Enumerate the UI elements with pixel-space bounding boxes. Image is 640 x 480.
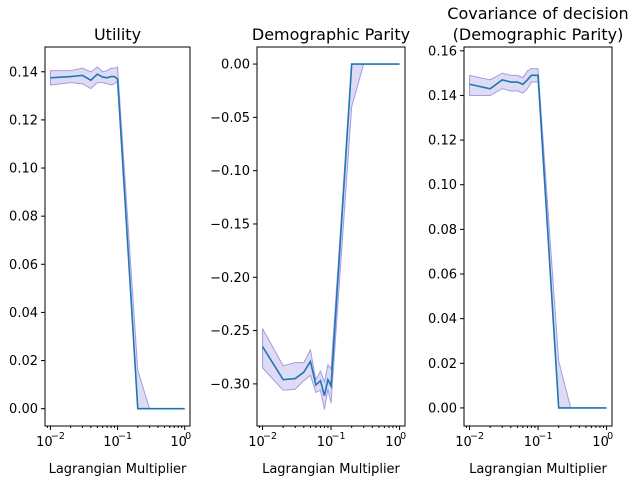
x-tick-exponent: −2 bbox=[263, 431, 277, 442]
y-tick-label: 0.10 bbox=[9, 162, 38, 177]
x-tick-exponent: −1 bbox=[539, 431, 553, 442]
series-line bbox=[261, 63, 400, 396]
y-tick-label: 0.04 bbox=[9, 306, 38, 321]
x-tick-exponent: −2 bbox=[470, 431, 484, 442]
y-tick-label: −0.10 bbox=[210, 164, 250, 179]
chart-title: (Demographic Parity) bbox=[453, 25, 624, 44]
x-tick-exponent: −1 bbox=[332, 431, 346, 442]
x-tick-label: 10 bbox=[455, 435, 472, 450]
x-tick-label: 10 bbox=[385, 435, 402, 450]
x-tick-label: 10 bbox=[317, 435, 334, 450]
y-tick-label: 0.10 bbox=[428, 178, 457, 193]
series-line bbox=[469, 74, 607, 409]
y-tick-label: 0.00 bbox=[9, 402, 38, 417]
x-tick-exponent: 0 bbox=[607, 431, 613, 442]
y-tick-label: 0.08 bbox=[428, 223, 457, 238]
x-tick-exponent: −2 bbox=[51, 431, 65, 442]
confidence-band bbox=[262, 63, 400, 410]
chart-title: Utility bbox=[94, 25, 141, 44]
x-tick-exponent: 0 bbox=[400, 431, 406, 442]
y-tick-label: 0.14 bbox=[428, 89, 457, 104]
demographic-parity-panel: Demographic Parity −0.30 −0.25 −0.20 −0.15 −0… bbox=[210, 25, 410, 477]
y-tick-label: −0.05 bbox=[210, 111, 250, 126]
y-tick-label: 0.06 bbox=[428, 267, 457, 282]
y-tick-label: 0.08 bbox=[9, 210, 38, 225]
x-axis-label: Lagrangian Multiplier bbox=[469, 462, 607, 477]
confidence-band bbox=[469, 68, 607, 409]
y-tick-label: 0.14 bbox=[9, 65, 38, 80]
axes-frame bbox=[44, 46, 191, 427]
x-tick-exponent: −1 bbox=[118, 431, 132, 442]
y-tick-label: −0.20 bbox=[210, 271, 250, 286]
y-tick-label: 0.02 bbox=[9, 354, 38, 369]
y-tick-label: 0.06 bbox=[9, 258, 38, 273]
x-tick-label: 10 bbox=[170, 435, 187, 450]
x-axis-label: Lagrangian Multiplier bbox=[49, 462, 187, 477]
x-tick-label: 10 bbox=[524, 435, 541, 450]
y-tick-label: −0.30 bbox=[210, 377, 250, 392]
series-line bbox=[50, 73, 185, 410]
x-tick-label: 10 bbox=[592, 435, 609, 450]
axes-frame bbox=[463, 46, 613, 427]
x-axis-label: Lagrangian Multiplier bbox=[262, 462, 400, 477]
chart-title: Demographic Parity bbox=[252, 25, 410, 44]
y-tick-label: 0.04 bbox=[428, 312, 457, 327]
y-tick-label: −0.25 bbox=[210, 324, 250, 339]
chart-title: Covariance of decision bbox=[447, 4, 628, 23]
y-tick-label: 0.00 bbox=[428, 401, 457, 416]
y-tick-label: 0.12 bbox=[428, 134, 457, 149]
utility-panel: Utility 0.00 0.02 0.04 0.06 0.08 0.10 0.12 0.14 1… bbox=[9, 25, 191, 477]
x-tick-label: 10 bbox=[36, 435, 53, 450]
y-tick-label: 0.02 bbox=[428, 357, 457, 372]
y-tick-label: −0.15 bbox=[210, 217, 250, 232]
y-tick-label: 0.00 bbox=[221, 58, 250, 73]
y-tick-label: 0.12 bbox=[9, 113, 38, 128]
x-tick-exponent: 0 bbox=[185, 431, 191, 442]
confidence-band bbox=[49, 66, 185, 410]
x-tick-label: 10 bbox=[248, 435, 265, 450]
x-tick-label: 10 bbox=[103, 435, 120, 450]
y-tick-label: 0.16 bbox=[428, 44, 457, 59]
covariance-panel: Covariance of decision (Demographic Parit… bbox=[428, 4, 629, 477]
